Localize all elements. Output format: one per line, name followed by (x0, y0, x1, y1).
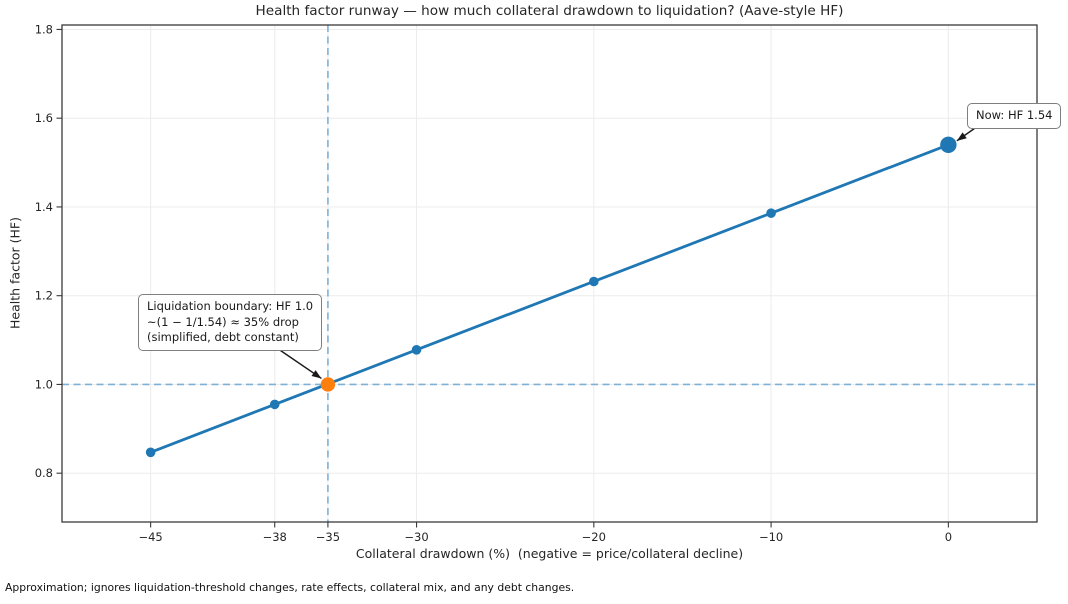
data-point-marker (145, 447, 156, 458)
data-point-marker (766, 208, 776, 218)
footnote: Approximation; ignores liquidation-thres… (5, 581, 575, 594)
chart-title: Health factor runway — how much collater… (255, 3, 844, 19)
x-tick-label: −10 (759, 530, 783, 544)
plot-border (61, 24, 1038, 523)
annotation-liquidation-boundary: Liquidation boundary: HF 1.0 ~(1 − 1/1.5… (138, 294, 323, 351)
annotation-arrow-now-head (956, 132, 967, 141)
boundary-point-marker (320, 377, 336, 392)
x-tick-label: −35 (316, 530, 340, 544)
annotation-arrow-boundary-head (311, 370, 322, 379)
data-point-marker (589, 276, 599, 287)
x-tick-label: −45 (138, 530, 162, 544)
x-axis-label: Collateral drawdown (%) (negative = pric… (355, 546, 744, 561)
data-point-marker (269, 399, 280, 410)
y-tick-label: 1.0 (35, 377, 53, 391)
now-point-marker (940, 136, 957, 154)
x-tick-label: −20 (582, 530, 606, 544)
x-tick-label: −38 (263, 530, 287, 544)
annotation-now: Now: HF 1.54 (967, 103, 1062, 129)
x-tick-label: 0 (945, 530, 952, 544)
y-tick-label: 1.8 (35, 22, 53, 36)
y-tick-label: 1.6 (35, 111, 53, 125)
y-tick-label: 1.4 (35, 200, 53, 214)
x-tick-label: −30 (404, 530, 428, 544)
y-tick-label: 1.2 (35, 289, 53, 303)
y-tick-label: 0.8 (35, 466, 53, 480)
data-point-marker (411, 345, 422, 355)
